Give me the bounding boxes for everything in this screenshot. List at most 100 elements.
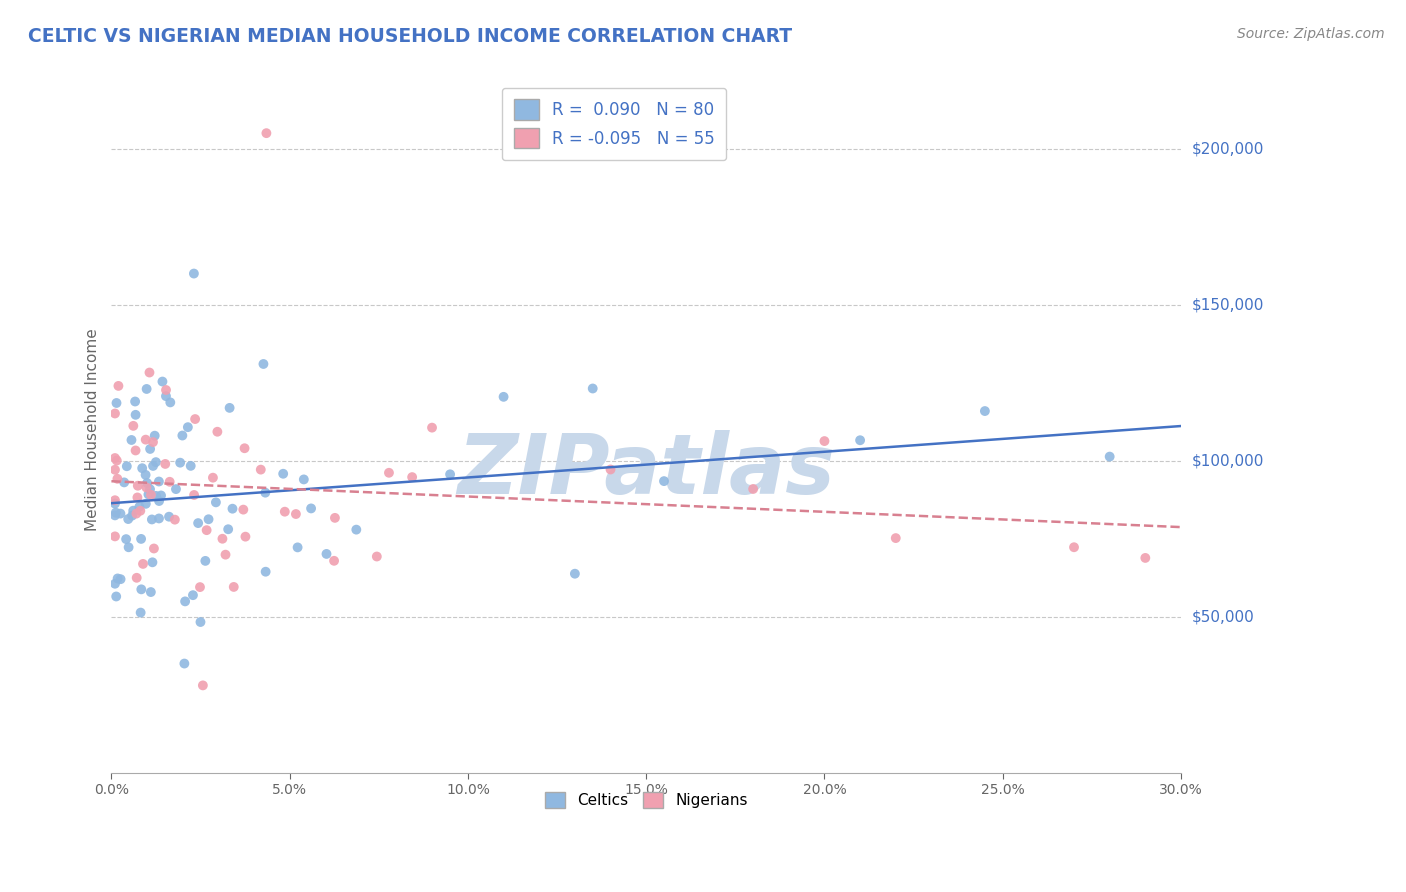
- Point: [139, 488, 162, 502]
- Text: $50,000: $50,000: [1192, 609, 1254, 624]
- Point: [129, 532, 152, 546]
- Point: [128, 500, 150, 514]
- Point: [183, 488, 205, 502]
- Point: [973, 404, 995, 418]
- Point: [221, 501, 243, 516]
- Point: [218, 401, 240, 415]
- Point: [235, 530, 257, 544]
- Point: [122, 504, 145, 518]
- Point: [124, 408, 146, 422]
- Point: [121, 508, 143, 523]
- Point: [105, 453, 128, 467]
- Point: [564, 566, 586, 581]
- Point: [165, 482, 187, 496]
- Point: [135, 382, 157, 396]
- Point: [163, 513, 186, 527]
- Point: [104, 529, 127, 543]
- Point: [155, 389, 177, 403]
- Point: [142, 458, 165, 473]
- Point: [366, 549, 388, 564]
- Point: [143, 428, 166, 442]
- Point: [205, 495, 228, 509]
- Point: [344, 523, 367, 537]
- Point: [169, 456, 191, 470]
- Point: [138, 487, 160, 501]
- Point: [249, 462, 271, 476]
- Point: [884, 531, 907, 545]
- Point: [127, 479, 149, 493]
- Point: [105, 590, 128, 604]
- Point: [124, 394, 146, 409]
- Point: [107, 472, 129, 486]
- Point: [849, 434, 872, 448]
- Point: [323, 554, 346, 568]
- Point: [155, 457, 177, 471]
- Point: [233, 442, 256, 456]
- Point: [155, 383, 177, 397]
- Point: [401, 470, 423, 484]
- Point: [197, 512, 219, 526]
- Point: [142, 541, 165, 556]
- Point: [439, 467, 461, 482]
- Point: [159, 475, 181, 489]
- Point: [323, 511, 346, 525]
- Text: $200,000: $200,000: [1192, 141, 1264, 156]
- Point: [135, 481, 157, 495]
- Point: [148, 475, 170, 489]
- Point: [131, 461, 153, 475]
- Point: [184, 412, 207, 426]
- Point: [652, 474, 675, 488]
- Text: $100,000: $100,000: [1192, 453, 1264, 468]
- Point: [110, 572, 132, 586]
- Point: [217, 522, 239, 536]
- Point: [132, 557, 155, 571]
- Point: [115, 459, 138, 474]
- Point: [254, 485, 277, 500]
- Point: [173, 657, 195, 671]
- Point: [207, 425, 229, 439]
- Y-axis label: Median Household Income: Median Household Income: [86, 328, 100, 531]
- Point: [195, 523, 218, 537]
- Point: [129, 606, 152, 620]
- Text: $150,000: $150,000: [1192, 297, 1264, 312]
- Point: [135, 467, 157, 482]
- Point: [299, 501, 322, 516]
- Point: [187, 516, 209, 530]
- Point: [188, 580, 211, 594]
- Point: [136, 475, 159, 490]
- Point: [271, 467, 294, 481]
- Point: [104, 506, 127, 520]
- Point: [813, 434, 835, 448]
- Point: [121, 433, 143, 447]
- Point: [191, 678, 214, 692]
- Point: [150, 488, 173, 502]
- Point: [104, 497, 127, 511]
- Point: [599, 462, 621, 476]
- Point: [222, 580, 245, 594]
- Point: [190, 615, 212, 629]
- Point: [104, 508, 127, 523]
- Point: [378, 466, 401, 480]
- Point: [1063, 540, 1085, 554]
- Point: [105, 396, 128, 410]
- Point: [145, 489, 167, 503]
- Point: [254, 565, 277, 579]
- Point: [115, 532, 138, 546]
- Point: [152, 375, 174, 389]
- Point: [254, 126, 277, 140]
- Point: [420, 420, 443, 434]
- Point: [492, 390, 515, 404]
- Point: [135, 433, 157, 447]
- Point: [142, 435, 165, 450]
- Point: [104, 407, 127, 421]
- Text: ZIPatlas: ZIPatlas: [457, 430, 835, 511]
- Point: [124, 443, 146, 458]
- Point: [211, 532, 233, 546]
- Point: [183, 267, 205, 281]
- Point: [125, 507, 148, 521]
- Point: [194, 554, 217, 568]
- Point: [274, 505, 297, 519]
- Point: [315, 547, 337, 561]
- Point: [127, 491, 149, 505]
- Point: [145, 455, 167, 469]
